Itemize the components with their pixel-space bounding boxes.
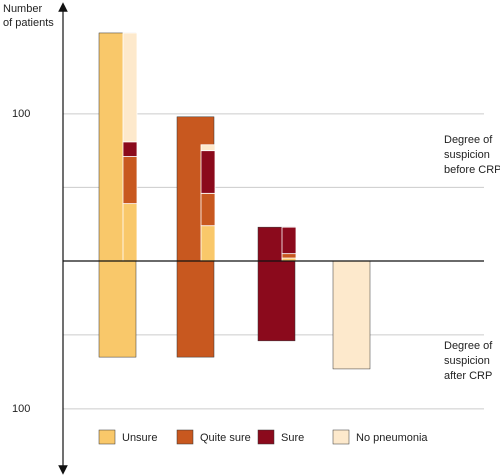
legend-swatch [98, 429, 116, 445]
stack-segment [122, 141, 138, 157]
stack-segment [200, 150, 216, 194]
stack-segment [200, 144, 216, 152]
legend-label: No pneumonia [356, 432, 428, 444]
legend-label: Unsure [122, 432, 157, 444]
annotation: Degree of [444, 340, 493, 352]
stack-segment [122, 203, 138, 262]
stack-segment [122, 32, 138, 143]
y-axis-label: Number [3, 3, 42, 15]
y-tick-label: 100 [12, 108, 30, 120]
annotation: before CRP [444, 164, 500, 176]
y-axis-label: of patients [3, 17, 54, 29]
stack-segment [281, 226, 297, 255]
legend-swatch [257, 429, 275, 445]
y-tick-label: 100 [12, 403, 30, 415]
annotation: suspicion [444, 355, 490, 367]
legend-swatch [332, 429, 350, 445]
stack-segment [200, 192, 216, 227]
annotation: Degree of [444, 134, 493, 146]
stack-segment [122, 156, 138, 205]
legend-label: Sure [281, 432, 304, 444]
annotation: suspicion [444, 149, 490, 161]
bar [176, 260, 215, 358]
bar [257, 260, 296, 342]
legend-swatch [176, 429, 194, 445]
annotation: after CRP [444, 370, 492, 382]
stack-segment [200, 225, 216, 262]
legend-label: Quite sure [200, 432, 251, 444]
bar [332, 260, 371, 370]
bar [98, 260, 137, 358]
stack-segment [281, 253, 297, 259]
